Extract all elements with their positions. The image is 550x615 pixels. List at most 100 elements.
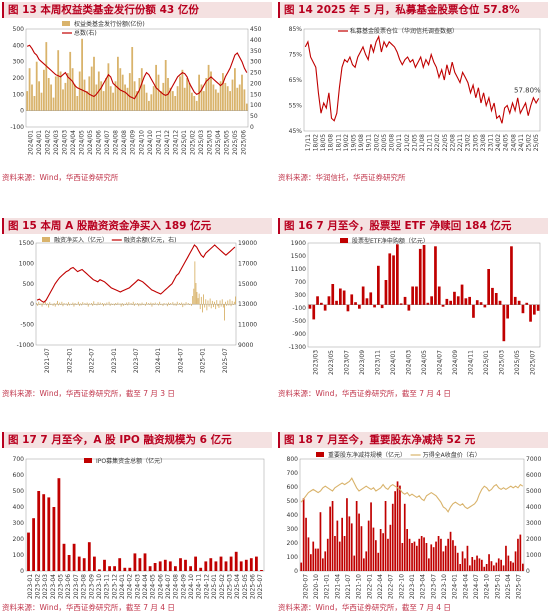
y-right-tick-label: 7000 — [526, 456, 541, 463]
x-tick-label: 2025-04 — [505, 574, 512, 599]
bar — [236, 87, 239, 111]
y-tick-label: 400 — [13, 42, 25, 49]
bar — [42, 494, 46, 571]
bar — [449, 300, 452, 305]
x-tick-label: 23/02 — [465, 134, 472, 151]
y-tick-label: 85% — [289, 26, 303, 33]
bar — [415, 286, 418, 305]
bar — [461, 551, 464, 571]
bar — [143, 84, 146, 111]
bar — [509, 561, 512, 571]
x-tick-label: 23/11 — [488, 134, 495, 151]
bar — [37, 304, 39, 306]
bar — [121, 303, 123, 305]
series-line — [300, 477, 524, 513]
x-tick-label: 2024/08 — [113, 130, 120, 155]
chart-fund-issuance: -100 0 100 200 300 400 500 0 50 100 150 200 250 300 35… — [10, 20, 262, 155]
y-right-tick-label: 300 — [250, 59, 262, 66]
x-tick-label: 23/05 — [472, 134, 479, 151]
x-tick-label: 2025-03 — [227, 574, 234, 599]
bar — [209, 298, 211, 305]
x-tick-label: 2024-07 — [473, 574, 480, 599]
bar — [44, 301, 46, 305]
bar — [179, 76, 181, 111]
x-tick-label: 2023-01 — [111, 348, 118, 373]
bar — [191, 92, 193, 111]
plot-frame — [307, 242, 541, 348]
x-tick-label: 2020-10 — [313, 574, 320, 599]
bar — [213, 304, 214, 308]
bar — [92, 304, 94, 306]
bar — [243, 89, 246, 111]
panel-ipo-financing: 图 17 7 月至今，A 股 IPO 融资规模为 6 亿元 0 100 200 300… — [2, 432, 272, 614]
bar — [361, 286, 365, 305]
legend-swatch — [84, 458, 92, 463]
bar — [150, 94, 153, 111]
y-tick-label: 500 — [287, 498, 299, 505]
panel-private-fund-position: 图 14 2025 年 5 月，私募基金股票仓位 57.8% 45% 55% 65%… — [278, 2, 548, 190]
legend-swatch — [62, 21, 70, 26]
x-tick-label: 2022-04 — [377, 574, 384, 599]
bar — [102, 303, 103, 305]
bar — [185, 302, 187, 305]
bar — [205, 299, 207, 305]
bar — [36, 303, 37, 305]
bar — [107, 63, 110, 111]
legend-label: IPO募集资金总额（亿元） — [96, 457, 166, 465]
bar — [224, 304, 225, 321]
bar — [68, 302, 69, 305]
bar — [138, 304, 140, 307]
x-tick-label: 2024/04 — [70, 130, 77, 155]
x-tick-label: 2024/03 — [61, 130, 68, 155]
bar — [136, 91, 138, 111]
y-right-tick-label: 400 — [250, 37, 262, 44]
bar — [55, 303, 57, 305]
bar — [160, 91, 162, 111]
bar — [108, 301, 110, 305]
bar — [146, 302, 147, 305]
bar — [396, 244, 399, 305]
x-tick-label: 20/02 — [373, 134, 380, 151]
bar — [355, 501, 358, 571]
x-tick-label: 22/08 — [450, 134, 457, 151]
x-tick-label: 2024-09 — [180, 574, 187, 599]
bar — [117, 302, 119, 305]
bar — [214, 89, 217, 111]
bar — [232, 304, 234, 305]
bar — [42, 302, 44, 305]
bar — [218, 304, 220, 308]
y-tick-label: 1000 — [19, 260, 34, 267]
x-tick-label: 17/11 — [305, 134, 312, 151]
x-tick-label: 22/11 — [457, 134, 464, 151]
bar — [231, 300, 233, 305]
x-tick-label: 24/02 — [495, 134, 502, 151]
bar — [312, 541, 315, 571]
y-tick-label: 1500 — [19, 240, 34, 247]
bar — [80, 303, 81, 305]
x-tick-label: 2021-04 — [334, 574, 341, 599]
bar — [193, 96, 196, 111]
bar — [312, 304, 316, 320]
bar — [127, 304, 129, 306]
bar — [67, 555, 71, 571]
bar — [392, 255, 395, 305]
bar — [517, 300, 521, 305]
bar — [229, 299, 231, 305]
bar — [108, 566, 111, 571]
x-tick-label: 2023-10 — [441, 574, 448, 599]
bar — [449, 531, 452, 571]
bar — [432, 547, 435, 571]
y-right-tick-label: 200 — [250, 80, 262, 87]
bar — [214, 561, 218, 571]
bar — [114, 81, 117, 111]
bar — [202, 91, 205, 111]
bar — [72, 543, 76, 571]
x-tick-label: 2022-07 — [388, 574, 395, 599]
x-tick-label: 18/08 — [328, 134, 335, 151]
x-tick-label: 19/02 — [343, 134, 350, 151]
bar — [103, 559, 106, 571]
y-right-tick-label: 50 — [250, 113, 258, 120]
bar — [131, 304, 133, 305]
y-tick-label: 0 — [294, 568, 298, 575]
bar — [181, 302, 183, 305]
